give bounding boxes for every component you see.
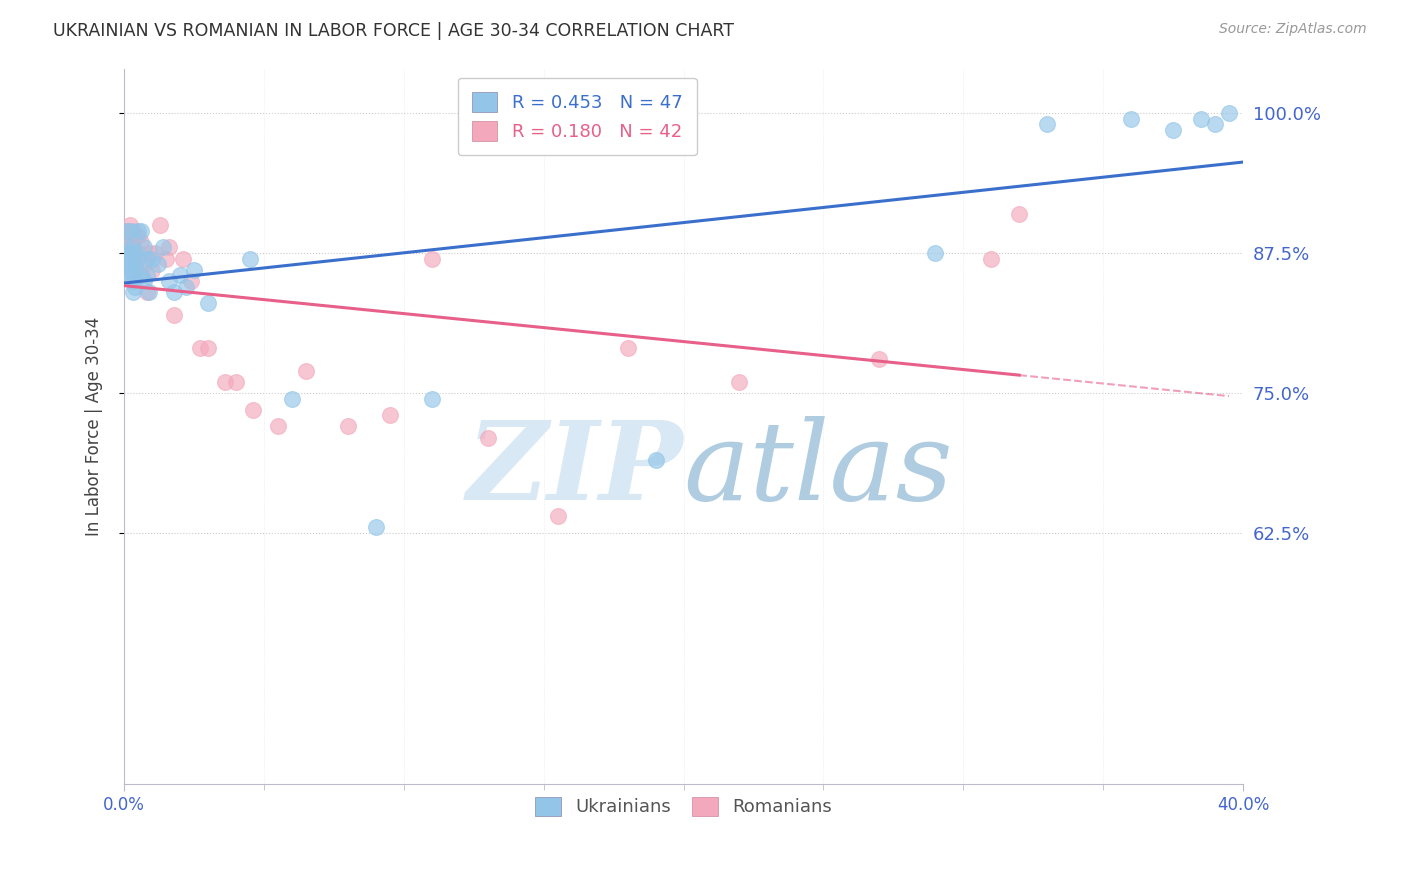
Point bbox=[281, 392, 304, 406]
Point bbox=[118, 240, 141, 254]
Point bbox=[121, 246, 143, 260]
Point bbox=[644, 453, 666, 467]
Point bbox=[1189, 112, 1212, 126]
Text: atlas: atlas bbox=[683, 416, 953, 524]
Point bbox=[242, 402, 264, 417]
Point bbox=[138, 246, 160, 260]
Point bbox=[163, 308, 186, 322]
Text: UKRAINIAN VS ROMANIAN IN LABOR FORCE | AGE 30-34 CORRELATION CHART: UKRAINIAN VS ROMANIAN IN LABOR FORCE | A… bbox=[53, 22, 734, 40]
Point bbox=[239, 252, 262, 266]
Point bbox=[1218, 106, 1240, 120]
Point bbox=[129, 268, 152, 283]
Point bbox=[174, 279, 197, 293]
Point bbox=[121, 268, 143, 283]
Point bbox=[172, 252, 194, 266]
Point bbox=[163, 285, 186, 300]
Point bbox=[135, 285, 157, 300]
Point bbox=[183, 263, 205, 277]
Point bbox=[124, 246, 146, 260]
Point bbox=[1161, 123, 1184, 137]
Point bbox=[118, 224, 141, 238]
Point bbox=[118, 268, 141, 283]
Point bbox=[121, 285, 143, 300]
Point bbox=[127, 229, 149, 244]
Point bbox=[197, 296, 219, 310]
Point bbox=[127, 252, 149, 266]
Point bbox=[267, 419, 290, 434]
Point bbox=[121, 274, 143, 288]
Point bbox=[118, 235, 141, 249]
Point bbox=[115, 257, 138, 271]
Point bbox=[155, 252, 177, 266]
Point bbox=[124, 229, 146, 244]
Point bbox=[157, 240, 180, 254]
Point bbox=[980, 252, 1002, 266]
Point bbox=[420, 392, 443, 406]
Point bbox=[420, 252, 443, 266]
Point bbox=[121, 257, 143, 271]
Point bbox=[124, 246, 146, 260]
Point bbox=[129, 268, 152, 283]
Point bbox=[197, 341, 219, 355]
Point bbox=[378, 409, 401, 423]
Point bbox=[169, 268, 191, 283]
Point bbox=[124, 257, 146, 271]
Point bbox=[124, 279, 146, 293]
Point bbox=[127, 246, 149, 260]
Point bbox=[143, 246, 166, 260]
Point bbox=[547, 508, 569, 523]
Point bbox=[132, 257, 155, 271]
Point bbox=[141, 263, 163, 277]
Point bbox=[118, 263, 141, 277]
Point bbox=[118, 252, 141, 266]
Point bbox=[1119, 112, 1142, 126]
Point bbox=[127, 224, 149, 238]
Point bbox=[477, 431, 499, 445]
Point bbox=[115, 224, 138, 238]
Point bbox=[188, 341, 211, 355]
Point bbox=[141, 252, 163, 266]
Point bbox=[1204, 118, 1226, 132]
Legend: Ukrainians, Romanians: Ukrainians, Romanians bbox=[526, 788, 841, 825]
Point bbox=[180, 274, 202, 288]
Point bbox=[138, 285, 160, 300]
Point bbox=[149, 218, 172, 232]
Point bbox=[295, 363, 318, 377]
Point bbox=[214, 375, 236, 389]
Point bbox=[132, 240, 155, 254]
Point bbox=[1036, 118, 1059, 132]
Point bbox=[152, 240, 174, 254]
Y-axis label: In Labor Force | Age 30-34: In Labor Force | Age 30-34 bbox=[86, 317, 103, 536]
Point bbox=[616, 341, 638, 355]
Text: ZIP: ZIP bbox=[467, 416, 683, 524]
Point bbox=[728, 375, 751, 389]
Point bbox=[118, 218, 141, 232]
Point bbox=[135, 252, 157, 266]
Point bbox=[924, 246, 946, 260]
Point bbox=[121, 240, 143, 254]
Point bbox=[129, 235, 152, 249]
Point bbox=[1008, 207, 1031, 221]
Point bbox=[364, 520, 387, 534]
Point bbox=[121, 263, 143, 277]
Point bbox=[129, 224, 152, 238]
Point bbox=[115, 240, 138, 254]
Point bbox=[118, 246, 141, 260]
Point bbox=[132, 274, 155, 288]
Point bbox=[121, 224, 143, 238]
Point bbox=[124, 263, 146, 277]
Point bbox=[115, 246, 138, 260]
Point bbox=[225, 375, 247, 389]
Point bbox=[868, 352, 890, 367]
Point bbox=[115, 224, 138, 238]
Point bbox=[146, 257, 169, 271]
Text: Source: ZipAtlas.com: Source: ZipAtlas.com bbox=[1219, 22, 1367, 37]
Point bbox=[135, 268, 157, 283]
Point bbox=[157, 274, 180, 288]
Point bbox=[336, 419, 359, 434]
